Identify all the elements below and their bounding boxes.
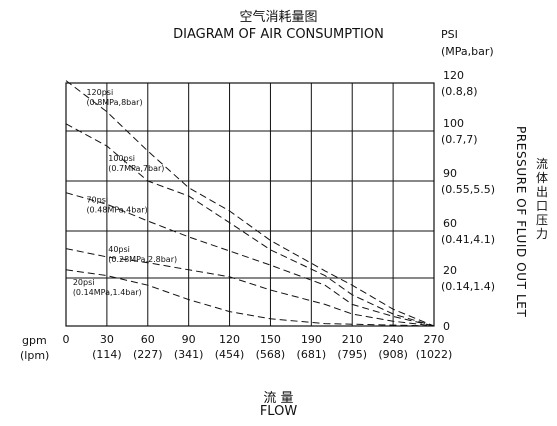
x-tick-label-lpm: (341) (174, 348, 204, 361)
plot-frame (65, 82, 435, 327)
y-tick-label-mpa: (0.14,1.4) (441, 280, 495, 293)
y-tick-label-psi: 90 (443, 167, 457, 180)
series-label-sub: (0.14MPa,1.4bar) (73, 288, 142, 297)
y-tick-label-psi: 60 (443, 217, 457, 230)
y-tick-label-psi: 120 (443, 69, 464, 82)
series-label: 70psi (86, 196, 108, 205)
x-tick-label-gpm: 270 (424, 333, 445, 346)
series-label-sub: (0.28MPa,2.8bar) (108, 255, 177, 264)
series-label: 120psi (86, 88, 113, 97)
right-axis-unit-mpa: (MPa,bar) (441, 45, 494, 58)
x-tick-label-lpm: (227) (133, 348, 163, 361)
chart-title: DIAGRAM OF AIR CONSUMPTION (173, 27, 384, 42)
series-label-sub: (0.48MPa,4bar) (86, 206, 147, 215)
x-tick-label-gpm: 0 (63, 333, 70, 346)
right-axis-title: PRESSURE OF FLUID OUT LET (514, 126, 528, 318)
series-line-40psi (65, 248, 435, 327)
series-label: 20psi (73, 278, 95, 287)
series-line-120psi (65, 80, 435, 327)
y-tick-label-psi: 20 (443, 264, 457, 277)
y-tick-label-mpa: (0.7,7) (441, 133, 478, 146)
x-tick-label-lpm: (795) (337, 348, 367, 361)
x-tick-label-lpm: (681) (297, 348, 327, 361)
series-label: 100psi (108, 154, 135, 163)
x-axis-title-cn: 流 量 (263, 391, 294, 406)
series-line-100psi (65, 123, 435, 327)
x-tick-label-gpm: 30 (100, 333, 114, 346)
y-tick-label-psi: 0 (443, 320, 450, 333)
x-axis-unit-lpm: (lpm) (20, 349, 50, 362)
series-label-sub: (0.7MPa,7bar) (108, 164, 164, 173)
x-axis-title: FLOW (259, 404, 298, 419)
series-label-sub: (0.8MPa,8bar) (86, 98, 142, 107)
x-tick-label-gpm: 190 (301, 333, 322, 346)
x-tick-label-gpm: 60 (141, 333, 155, 346)
right-axis-title-cn: 流体出口压力 (535, 157, 548, 241)
y-tick-label-mpa: (0.55,5.5) (441, 183, 495, 196)
x-tick-label-gpm: 240 (383, 333, 404, 346)
x-tick-label-lpm: (454) (215, 348, 245, 361)
series-line-20psi (65, 269, 435, 327)
x-tick-label-gpm: 150 (260, 333, 281, 346)
x-tick-label-gpm: 210 (342, 333, 363, 346)
x-tick-label-gpm: 90 (182, 333, 196, 346)
x-tick-label-lpm: (908) (378, 348, 408, 361)
y-tick-label-psi: 100 (443, 117, 464, 130)
right-axis-unit-psi: PSI (441, 28, 458, 41)
series-label: 40psi (108, 245, 130, 254)
chart-title-cn: 空气消耗量图 (239, 10, 318, 25)
y-tick-label-mpa: (0.41,4.1) (441, 233, 495, 246)
y-tick-label-mpa: (0.8,8) (441, 85, 478, 98)
x-axis-unit-gpm: gpm (22, 334, 47, 347)
x-tick-label-lpm: (568) (256, 348, 286, 361)
x-tick-label-gpm: 120 (219, 333, 240, 346)
x-tick-label-lpm: (114) (92, 348, 122, 361)
x-tick-label-lpm: (1022) (416, 348, 453, 361)
